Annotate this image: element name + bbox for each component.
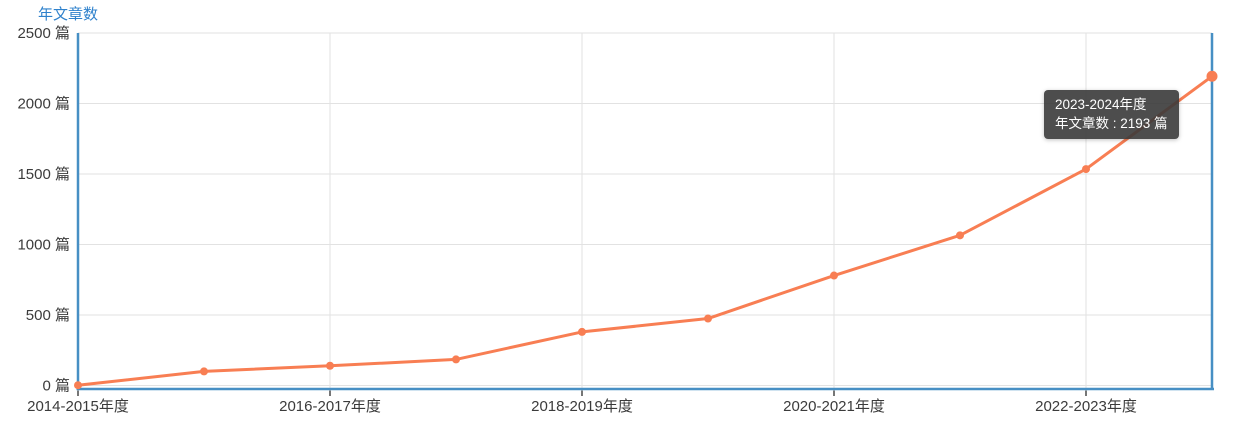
y-axis-label: 1000 篇 xyxy=(17,236,70,254)
series-line xyxy=(76,74,1214,387)
data-point[interactable] xyxy=(704,314,712,323)
x-axis-label: 2020-2021年度 xyxy=(783,398,885,415)
y-axis-label: 2500 篇 xyxy=(17,24,70,42)
data-point[interactable] xyxy=(830,271,838,280)
x-axis-label: 2016-2017年度 xyxy=(279,398,381,415)
data-point[interactable] xyxy=(578,327,586,336)
data-point[interactable] xyxy=(200,367,208,376)
data-point[interactable] xyxy=(452,355,460,364)
y-axis-label: 500 篇 xyxy=(26,306,70,324)
chart-title: 年文章数 xyxy=(38,6,99,23)
x-axis-label: 2022-2023年度 xyxy=(1035,398,1137,415)
data-point-highlighted[interactable] xyxy=(1206,70,1218,82)
x-axis-label: 2018-2019年度 xyxy=(531,398,633,415)
y-axis-label: 1500 篇 xyxy=(17,165,70,183)
y-axis-label: 0 篇 xyxy=(42,377,70,395)
data-point[interactable] xyxy=(1082,165,1090,174)
data-point[interactable] xyxy=(956,231,964,240)
y-axis-label: 2000 篇 xyxy=(17,95,70,113)
data-point[interactable] xyxy=(326,361,334,370)
data-point[interactable] xyxy=(74,381,82,390)
x-axis-label: 2014-2015年度 xyxy=(27,398,129,415)
